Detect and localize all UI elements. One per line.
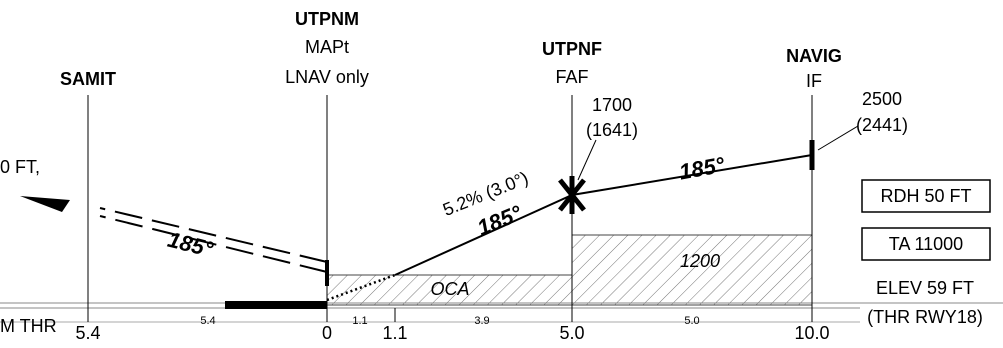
min-alt: 1200 [680, 251, 720, 271]
fix-name: SAMIT [60, 69, 116, 89]
fix-role: IF [806, 71, 822, 91]
distance: 10.0 [794, 323, 829, 343]
altitude: 1700 [592, 95, 632, 115]
height: (1641) [586, 120, 638, 140]
oca: OCA [430, 279, 469, 299]
fix-name: UTPNM [295, 9, 359, 29]
fix-role: MAPt [305, 37, 349, 57]
fix-name: NAVIG [786, 46, 842, 66]
distance: 0 [322, 323, 332, 343]
layout [0, 95, 1003, 323]
ta: TA 11000 [889, 234, 963, 254]
segment: 5.0 [684, 315, 699, 327]
track: 185° [677, 152, 726, 185]
segment: 3.9 [474, 315, 489, 327]
rdh: RDH 50 FT [880, 186, 971, 206]
thr: (THR RWY18) [867, 307, 983, 327]
segment: 5.4 [200, 315, 215, 327]
fix-name: UTPNF [542, 39, 602, 59]
fix-note: LNAV only [285, 67, 369, 87]
fix-role: FAF [555, 67, 588, 87]
altitude: 2500 [862, 89, 902, 109]
height: (2441) [856, 115, 908, 135]
track: 185° [165, 227, 215, 262]
missed-text: 0 FT, [0, 157, 40, 177]
distance: 5.0 [559, 323, 584, 343]
distance: 5.4 [75, 323, 100, 343]
thr-left: M THR [0, 316, 57, 336]
segment: 1.1 [352, 315, 367, 327]
elev: ELEV 59 FT [876, 278, 974, 298]
distance: 1.1 [382, 323, 407, 343]
